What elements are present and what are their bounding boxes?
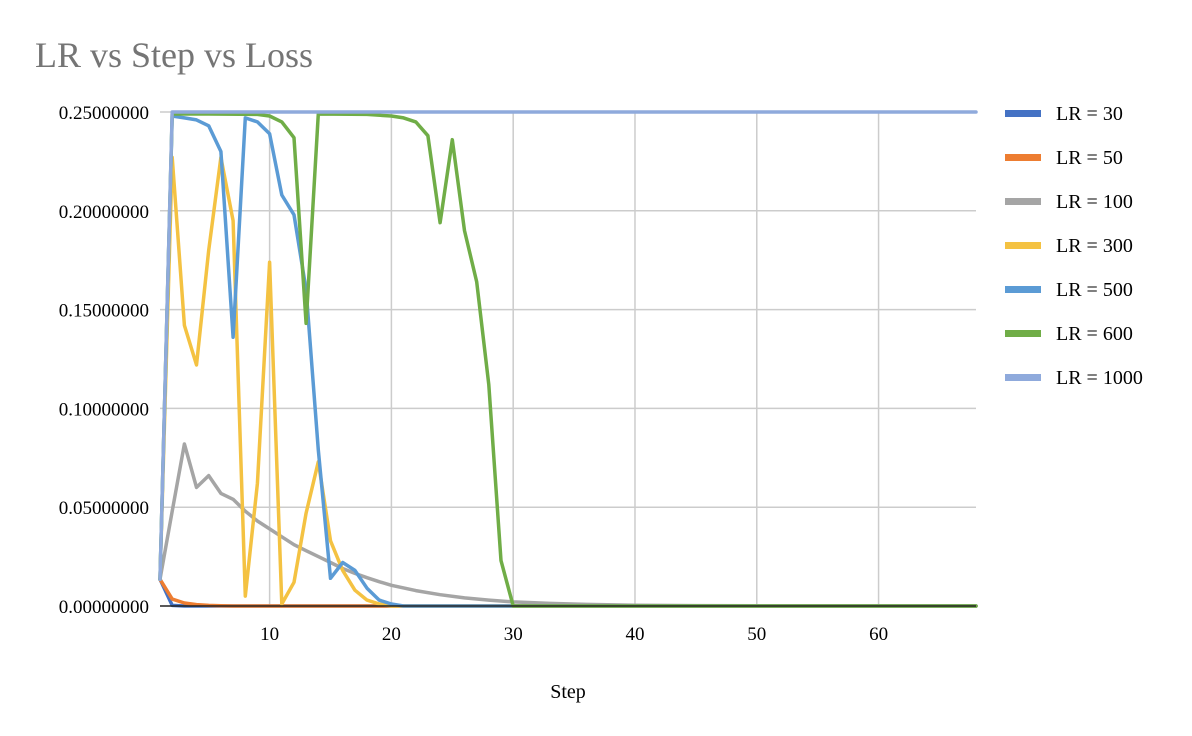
y-tick-label: 0.25000000	[59, 103, 149, 124]
legend-item: LR = 600	[1005, 323, 1133, 345]
legend-swatch	[1005, 154, 1041, 161]
series-line-6	[158, 110, 978, 582]
x-tick-label: 60	[869, 624, 888, 645]
legend-label: LR = 300	[1056, 235, 1133, 257]
legend-item: LR = 100	[1005, 191, 1133, 213]
x-tick-label: 40	[625, 624, 644, 645]
series-line-4	[158, 114, 978, 608]
legend: LR = 30 LR = 50 LR = 100 LR = 300 LR = 500 LR…	[1005, 103, 1143, 389]
y-tick-label: 0.10000000	[59, 399, 149, 420]
x-tick-label: 10	[260, 624, 279, 645]
legend-swatch	[1005, 374, 1041, 381]
legend-item: LR = 50	[1005, 147, 1123, 169]
legend-swatch	[1005, 110, 1041, 117]
legend-item: LR = 300	[1005, 235, 1133, 257]
x-tick-label: 20	[382, 624, 401, 645]
legend-swatch	[1005, 286, 1041, 293]
legend-label: LR = 500	[1056, 279, 1133, 301]
axes: 0.00000000 0.05000000 0.10000000 0.15000000…	[59, 103, 976, 645]
legend-label: LR = 1000	[1056, 367, 1143, 389]
legend-item: LR = 500	[1005, 279, 1133, 301]
series-line-5	[158, 112, 978, 608]
x-axis-label: Step	[550, 681, 586, 703]
legend-swatch	[1005, 198, 1041, 205]
series-lines	[158, 110, 978, 608]
y-tick-label: 0.00000000	[59, 597, 149, 618]
legend-swatch	[1005, 242, 1041, 249]
series-line-3	[158, 155, 978, 608]
y-tick-label: 0.15000000	[59, 301, 149, 322]
legend-swatch	[1005, 330, 1041, 337]
gridlines	[160, 111, 976, 606]
y-tick-label: 0.05000000	[59, 498, 149, 519]
x-tick-label: 50	[747, 624, 766, 645]
legend-label: LR = 50	[1056, 147, 1123, 169]
legend-item: LR = 1000	[1005, 367, 1143, 389]
x-tick-label: 30	[504, 624, 523, 645]
series-line-2	[158, 442, 978, 608]
legend-label: LR = 100	[1056, 191, 1133, 213]
legend-item: LR = 30	[1005, 103, 1123, 125]
legend-label: LR = 30	[1056, 103, 1123, 125]
chart-title: LR vs Step vs Loss	[35, 35, 313, 75]
legend-label: LR = 600	[1056, 323, 1133, 345]
y-tick-label: 0.20000000	[59, 202, 149, 223]
